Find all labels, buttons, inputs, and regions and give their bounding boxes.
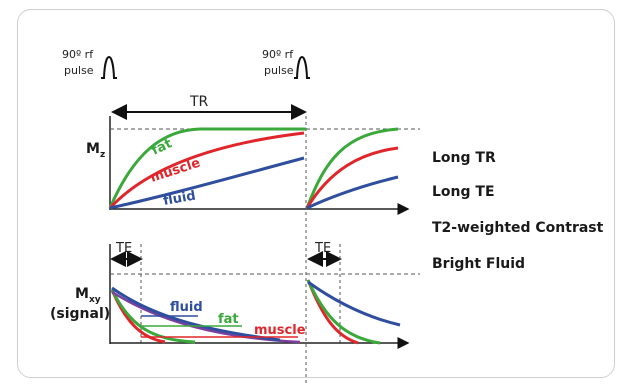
mz-fluid-curve-2 [306,175,399,210]
mz-fat-curve [108,127,306,209]
pulse2-title: 90º rf [262,48,294,61]
label-bright-fluid: Bright Fluid [432,256,525,272]
pulse1-sub: pulse [64,64,94,77]
tr-label: TR [189,94,209,110]
mxy-fluid-curve-2 [307,280,401,327]
mxy-fat-curve-2 [306,279,381,345]
mz-muscle-curve-2 [305,146,399,209]
label-long-tr: Long TR [432,150,496,166]
label-long-te: Long TE [432,184,495,200]
pulse2-shape-icon [294,56,310,79]
mz-muscle-label: muscle [149,156,203,186]
mxy-fat-label: fat [218,312,239,327]
mz-fat-curve-2 [305,127,399,209]
mxy-fat-fast-curve [110,289,196,344]
mxy-signal-label: (signal) [50,306,110,322]
mz-fluid-label: fluid [162,188,197,208]
label-t2-weighted: T2-weighted Contrast [432,220,604,236]
te1-label: TE [115,241,132,256]
mxy-fluid-curve [111,286,281,342]
pulse1-shape-icon [101,56,117,79]
pulse1-title: 90º rf [62,48,94,61]
mz-muscle-curve [108,131,305,210]
mxy-muscle-label: muscle [254,323,306,338]
te2-label: TE [314,241,331,256]
mz-fluid-curve [109,156,305,210]
mxy-label: Mxy [75,286,101,305]
mxy-fluid-label: fluid [170,300,203,315]
mz-fat-label: fat [149,136,174,158]
mz-label: Mz [86,141,105,160]
figure-frame [17,9,615,378]
pulse2-sub: pulse [264,64,294,77]
